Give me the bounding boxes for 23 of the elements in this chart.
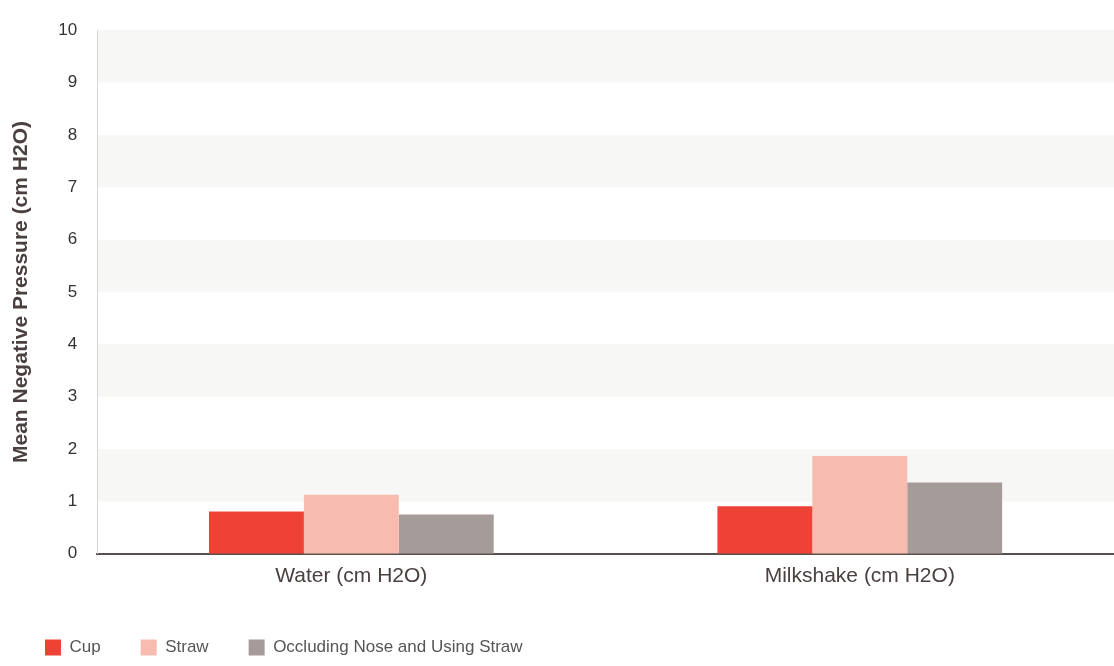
y-tick-label: 2 <box>67 438 78 458</box>
y-axis-title: Mean Negative Pressure (cm H2O) <box>8 121 32 463</box>
bar <box>812 455 908 554</box>
y-tick-label: 0 <box>67 543 78 563</box>
y-tick-label: 7 <box>67 176 78 196</box>
y-tick-label: 4 <box>67 334 78 354</box>
bar <box>303 494 399 554</box>
legend-label: Straw <box>165 637 210 657</box>
y-tick-label: 9 <box>67 72 78 92</box>
legend-label: Cup <box>69 637 101 657</box>
bar <box>907 482 1003 554</box>
y-tick-label: 6 <box>67 229 78 249</box>
y-tick-label: 1 <box>67 491 78 511</box>
y-tick-label: 8 <box>67 124 78 144</box>
y-tick-label: 10 <box>58 19 78 39</box>
y-tick-label: 3 <box>67 386 78 406</box>
bar <box>398 514 494 554</box>
legend-label: Occluding Nose and Using Straw <box>273 637 524 657</box>
bar <box>717 506 813 554</box>
x-tick-label: Water (cm H2O) <box>275 563 428 587</box>
y-tick-label: 5 <box>67 281 78 301</box>
bar <box>208 511 304 554</box>
x-tick-label: Milkshake (cm H2O) <box>764 563 955 587</box>
